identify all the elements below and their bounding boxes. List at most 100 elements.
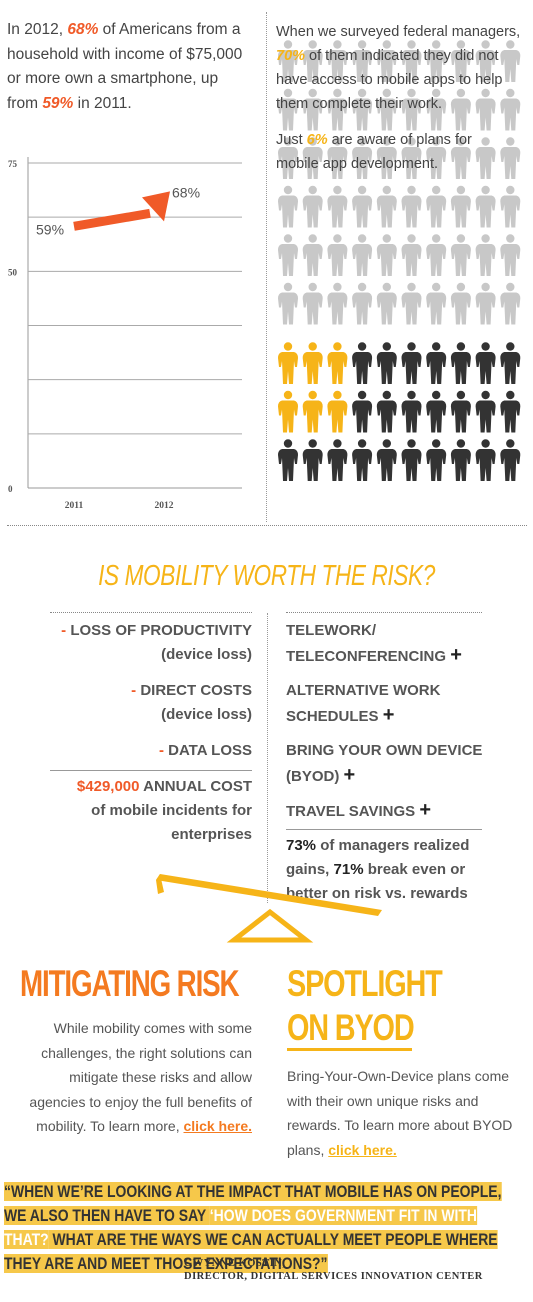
person-icon [475,137,496,179]
person-icon [376,342,397,384]
person-icon [302,40,323,82]
pct-2012: 68% [67,21,99,38]
person-icon [401,282,422,325]
person-icon [278,282,298,325]
person-icon [475,439,496,481]
plus-icon: + [343,764,356,786]
y-tick-label: 0 [8,484,13,494]
person-icon [352,439,373,481]
person-icon [327,282,348,325]
person-icon [475,282,496,325]
person-icon [302,88,323,131]
spotlight-underline [287,1048,412,1051]
person-icon [500,234,521,276]
y-tick-label: 50 [8,267,18,277]
person-icon [302,137,323,179]
benefit-item-byod: BRING YOUR OWN DEVICE (BYOD) + [286,742,483,786]
person-icon [376,40,397,82]
person-icon [426,342,447,384]
person-icon [327,390,348,433]
person-icon [376,234,397,276]
x-tick-label: 2011 [65,501,84,511]
benefit-stat: 73% of managers realized gains, 71% brea… [286,837,470,902]
person-icon [352,282,373,325]
person-icon [278,234,298,276]
person-icon [352,342,373,384]
mitigating-link[interactable]: click here. [183,1118,253,1134]
person-icon [278,88,298,131]
person-icon [500,439,521,481]
benefit-divider [286,612,482,613]
risk-title: IS MOBILITY WORTH THE RISK? [98,560,435,592]
person-icon [450,40,471,82]
person-icon [327,185,348,228]
person-icon [302,342,323,384]
person-icon [475,390,496,433]
person-icon [302,234,323,276]
survey-text: When we surveyed federal managers, 70% o… [276,24,521,112]
risk-divider-vertical [267,613,268,903]
cost-divider [50,612,252,613]
section-divider [7,525,527,526]
pct-2011: 59% [42,94,74,112]
x-tick-label: 2012 [155,501,174,511]
benefit-total-divider [286,829,482,830]
spotlight-body: Bring-Your-Own-Device plans come with th… [287,1068,513,1158]
quote-attribution: GWYNNE KOSTIN, DIRECTOR, DIGITAL SERVICE… [184,1258,483,1282]
person-icon [450,390,471,433]
person-icon [327,439,348,481]
person-icon [450,282,471,325]
person-icon [352,185,373,228]
cost-item-data-loss: - DATA LOSS [158,742,252,759]
person-icon [401,234,422,276]
person-icon [500,342,521,384]
person-icon [327,137,348,179]
person-icon [352,137,373,179]
spotlight-link[interactable]: click here. [328,1141,397,1158]
person-icon [302,185,323,228]
person-icon [475,234,496,276]
person-icon [352,88,373,131]
quote: “WHEN WE’RE LOOKING AT THE IMPACT THAT M… [4,1182,502,1273]
data-label: 59% [36,221,64,237]
person-icon [302,439,323,481]
spotlight-heading: SPOTLIGHT ON BYOD [287,963,443,1048]
person-icon [302,282,323,325]
seesaw-icon [156,874,382,943]
data-label: 68% [172,184,200,200]
intro-text: In 2012, 68% of Americans from a househo… [7,21,243,112]
person-icon [426,137,447,179]
person-icon [426,390,447,433]
person-icon [450,234,471,276]
y-tick-label: 75 [8,159,18,169]
plus-icon: + [450,644,462,666]
person-icon [500,88,521,131]
person-icon [302,390,323,433]
person-icon [500,282,521,325]
people-pictogram [278,40,521,481]
person-icon [450,342,471,384]
person-icon [475,88,496,131]
benefit-item-alt-schedules: ALTERNATIVE WORK SCHEDULES + [286,682,441,726]
person-icon [376,439,397,481]
person-icon [450,439,471,481]
mitigating-body: While mobility comes with some challenge… [29,1020,253,1134]
person-icon [278,390,298,433]
person-icon [500,40,521,82]
person-icon [401,88,422,131]
person-icon [352,390,373,433]
person-icon [475,185,496,228]
person-icon [500,137,521,179]
person-icon [376,88,397,131]
person-icon [327,88,348,131]
trend-arrow [73,208,151,231]
person-icon [376,137,397,179]
plus-icon: + [419,799,432,821]
person-icon [327,234,348,276]
person-icon [426,439,447,481]
person-icon [278,439,298,481]
person-icon [327,342,348,384]
pct-6: 6% [306,132,328,148]
person-icon [401,185,422,228]
person-icon [500,185,521,228]
